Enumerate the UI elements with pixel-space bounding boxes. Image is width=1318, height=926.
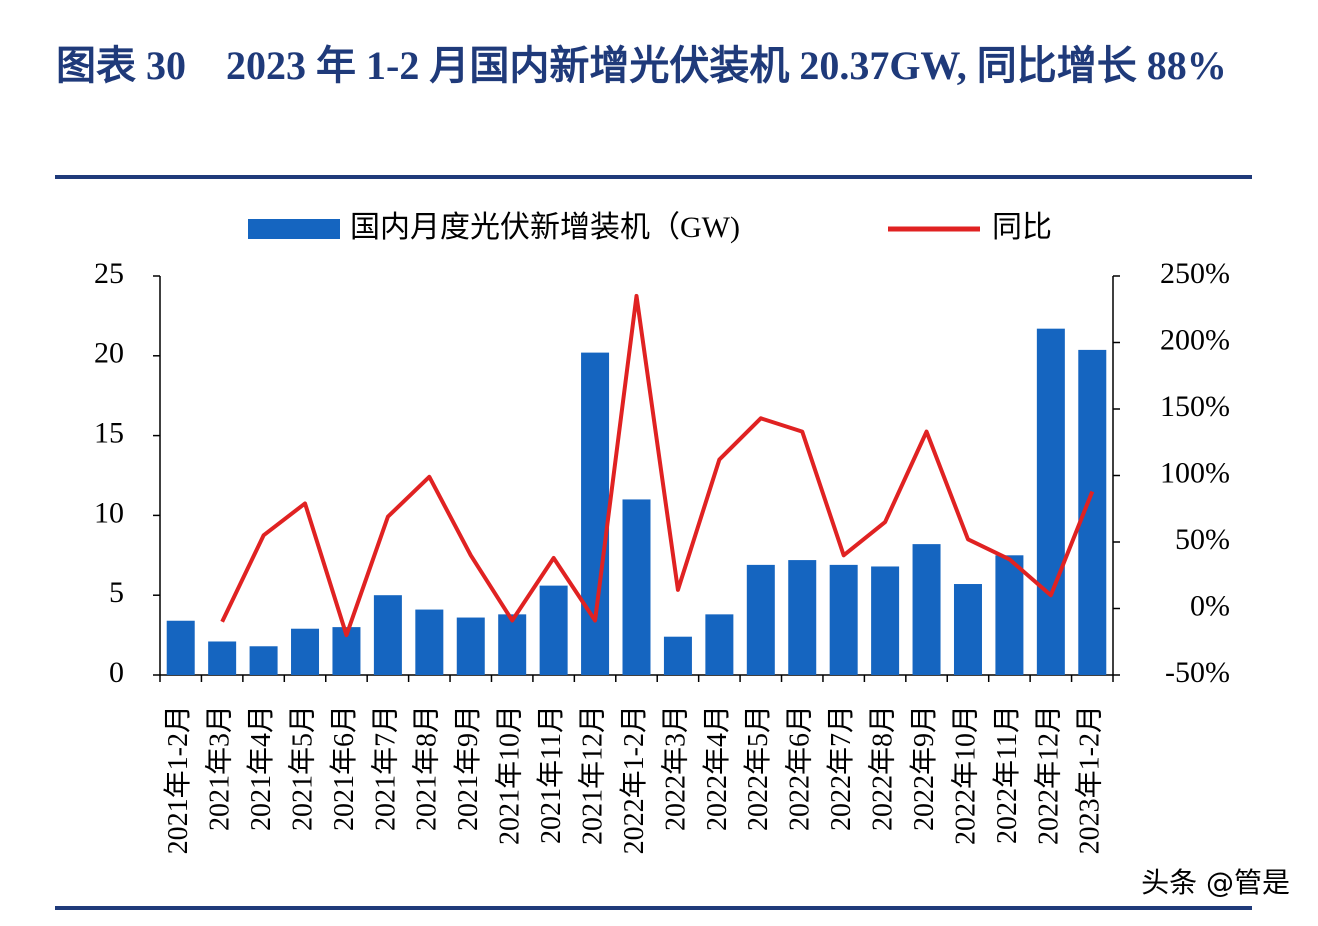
bar	[208, 641, 237, 675]
x-tick-label: 2021年4月	[245, 705, 277, 831]
y2-tick-label: -50%	[1165, 656, 1230, 689]
x-tick-label: 2022年9月	[908, 705, 940, 831]
bar	[829, 564, 858, 675]
x-tick-label: 2022年12月	[1032, 705, 1064, 845]
x-tick-label: 2022年8月	[867, 705, 899, 831]
y2-tick-label: 0%	[1190, 589, 1230, 622]
bar	[995, 555, 1024, 675]
bar	[788, 560, 817, 675]
bar	[166, 620, 195, 675]
x-tick-label: 2021年10月	[494, 705, 526, 845]
x-tick-label: 2021年6月	[328, 705, 360, 831]
bar	[663, 636, 692, 675]
bar	[415, 609, 444, 675]
bar	[622, 499, 651, 675]
bar	[249, 646, 278, 675]
bar	[498, 614, 527, 675]
legend-swatch	[248, 219, 340, 239]
bar	[953, 584, 982, 675]
x-tick-label: 2021年5月	[286, 705, 318, 831]
legend-label: 国内月度光伏新增装机（GW)	[350, 211, 740, 244]
x-tick-label: 2023年1-2月	[1074, 705, 1106, 854]
bar	[373, 595, 402, 675]
y-tick-label: 5	[109, 576, 124, 609]
x-tick-label: 2022年1-2月	[618, 705, 650, 854]
bar	[1036, 328, 1065, 675]
bar	[871, 566, 900, 675]
x-tick-label: 2021年7月	[369, 705, 401, 831]
x-tick-label: 2022年7月	[825, 705, 857, 831]
y-tick-label: 0	[109, 656, 124, 689]
bar	[912, 544, 941, 675]
watermark: 头条 @管是	[1141, 866, 1290, 899]
x-tick-label: 2022年5月	[742, 705, 774, 831]
line	[220, 293, 1095, 638]
bar	[456, 617, 485, 675]
y2-tick-label: 50%	[1175, 523, 1230, 556]
y-tick-label: 15	[94, 416, 124, 449]
bar	[746, 564, 775, 675]
x-tick-label: 2022年10月	[949, 705, 981, 845]
bar	[291, 628, 320, 675]
y-tick-label: 10	[94, 496, 124, 529]
x-tick-label: 2021年8月	[411, 705, 443, 831]
y2-tick-label: 100%	[1160, 456, 1230, 489]
y2-tick-label: 200%	[1160, 323, 1230, 356]
y2-tick-label: 150%	[1160, 390, 1230, 423]
bar	[539, 585, 568, 675]
x-tick-label: 2022年3月	[659, 705, 691, 831]
x-tick-label: 2021年1-2月	[162, 705, 194, 854]
legend-label: 同比	[992, 211, 1052, 244]
y-tick-label: 25	[94, 257, 124, 290]
x-tick-label: 2022年4月	[701, 705, 733, 831]
x-tick-label: 2022年11月	[991, 705, 1023, 844]
y-tick-label: 20	[94, 337, 124, 370]
x-tick-label: 2021年12月	[576, 705, 608, 845]
x-tick-label: 2022年6月	[784, 705, 816, 831]
y2-tick-label: 250%	[1160, 257, 1230, 290]
bar	[705, 614, 734, 675]
chart-title: 图表 30 2023 年 1-2 月国内新增光伏装机 20.37GW, 同比增长…	[56, 43, 1227, 88]
x-tick-label: 2021年3月	[204, 705, 236, 831]
x-tick-label: 2021年11月	[535, 705, 567, 844]
bar	[581, 352, 610, 675]
x-tick-label: 2021年9月	[452, 705, 484, 831]
